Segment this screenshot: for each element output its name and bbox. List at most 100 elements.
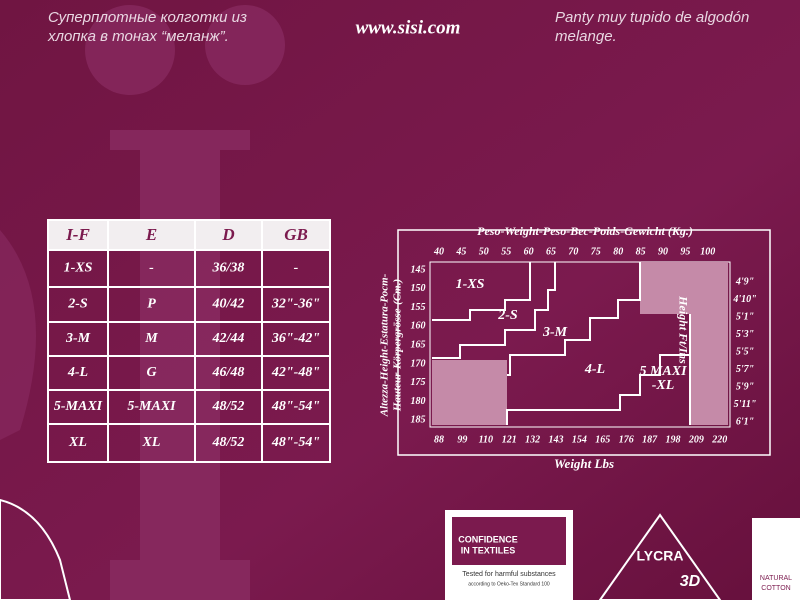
zone-border [432,262,556,359]
kg-tick: 50 [479,246,489,257]
kg-tick: 80 [613,246,623,257]
cm-tick: 185 [411,415,426,426]
ft-tick: 6'1" [736,416,754,427]
oeko-text: CONFIDENCE [458,534,518,544]
table-cell: - [149,261,154,276]
cm-tick: 175 [411,377,426,388]
kg-tick: 90 [658,246,668,257]
deco-dot [85,5,175,95]
zone-label: 3-M [542,325,568,340]
kg-tick: 75 [591,246,601,257]
zone-border [506,314,691,425]
cm-label: Hauteur-Körpergrösse-(Cm.) [392,279,404,412]
zone-label: 4-L [584,362,605,377]
table-cell: 2-S [67,297,88,312]
ft-tick: 5'7" [736,364,754,375]
zone-label: 1-XS [456,277,485,292]
table-cell: M [144,331,158,346]
size-chart: Peso-Weight-Peso-Bec-Poids-Gewicht (Kg.)… [379,224,771,471]
lbs-tick: 165 [595,434,610,445]
russian-line: хлопка в тонах “меланж”. [47,28,229,45]
table-cell: 1-XS [64,261,93,276]
russian-line: Суперплотные колготки из [48,9,247,26]
table-cell: 32"-36" [271,297,320,312]
lbs-tick: 209 [688,434,704,445]
zone-shade [432,360,507,425]
lycra-text: 3D [680,573,701,590]
kg-tick: 60 [524,246,534,257]
table-header-bg [48,220,330,250]
zone-border [432,262,531,321]
table-cell: 40/42 [212,297,245,312]
kg-tick: 45 [455,246,466,257]
lycra-text: LYCRA [637,548,684,564]
oeko-text: Tested for harmful substances [462,571,556,578]
cm-tick: 155 [411,302,426,313]
deco-leg [0,498,72,600]
ft-tick: 5'1" [736,311,754,322]
ft-tick: 5'9" [736,381,754,392]
plot-frame [429,261,731,428]
table-cell: P [147,297,156,312]
oeko-band [452,517,566,565]
table-cell: 36/38 [212,261,245,276]
ft-tick: 5'5" [736,346,754,357]
kg-tick: 40 [433,246,444,257]
kg-tick: 95 [680,246,690,257]
lbs-label: Weight Lbs [554,456,614,471]
table-cell: 42"-48" [271,365,320,380]
table-cell: XL [142,435,161,450]
kg-tick: 85 [636,246,646,257]
lbs-tick: 121 [502,434,517,445]
zone-shade [690,314,728,425]
table-cell: 48/52 [212,399,245,414]
cotton-text: NATURAL [760,575,792,582]
zone-label: 2-S [497,308,518,323]
oeko-text: according to Oeko-Tex Standard 100 [468,581,550,587]
deco-dot [205,5,285,85]
table-frame [47,219,331,463]
cm-tick: 170 [411,358,426,369]
cotton-logo [752,518,800,600]
ft-tick: 4'9" [735,276,754,287]
chart-title: Peso-Weight-Peso-Bec-Poids-Gewicht (Kg.) [477,224,693,238]
table-header: GB [284,225,308,244]
table-cell: 48"-54" [271,435,320,450]
cotton-text: COTTON [761,585,790,592]
table-cell: 4-L [67,365,88,380]
kg-tick: 65 [546,246,556,257]
cm-tick: 160 [411,321,426,332]
deco-s [0,230,36,440]
lbs-tick: 154 [572,434,587,445]
zone-border [507,262,641,376]
cm-tick: 180 [411,396,426,407]
table-cell: 3-M [65,331,91,346]
lbs-tick: 198 [666,434,681,445]
kg-tick: 70 [568,246,578,257]
table-cell: 5-MAXI [54,399,103,414]
oeko-text: IN TEXTILES [461,545,516,555]
ft-tick: 5'11" [734,399,757,410]
cm-tick: 145 [411,264,426,275]
lbs-tick: 88 [434,434,444,445]
lbs-tick: 143 [549,434,564,445]
table-cell: - [294,261,299,276]
zone-label: 5 MAXI [639,364,687,379]
zone-shade [640,262,728,314]
table-cell: 5-MAXI [127,399,176,414]
zone-borders [432,262,691,425]
lbs-tick: 176 [619,434,634,445]
cm-label: Altezza-Height-Estatura-Рост- [379,273,391,417]
cm-tick: 165 [411,339,426,350]
lbs-tick: 132 [525,434,540,445]
kg-tick: 100 [700,246,715,257]
chart-frame [397,229,771,456]
spanish-line: melange. [555,28,617,45]
ft-label: Height Ft/Ins [676,295,690,364]
table-cell: 46/48 [212,365,245,380]
kg-tick: 55 [501,246,511,257]
table-cell: 42/44 [212,331,245,346]
lbs-tick: 220 [711,434,727,445]
